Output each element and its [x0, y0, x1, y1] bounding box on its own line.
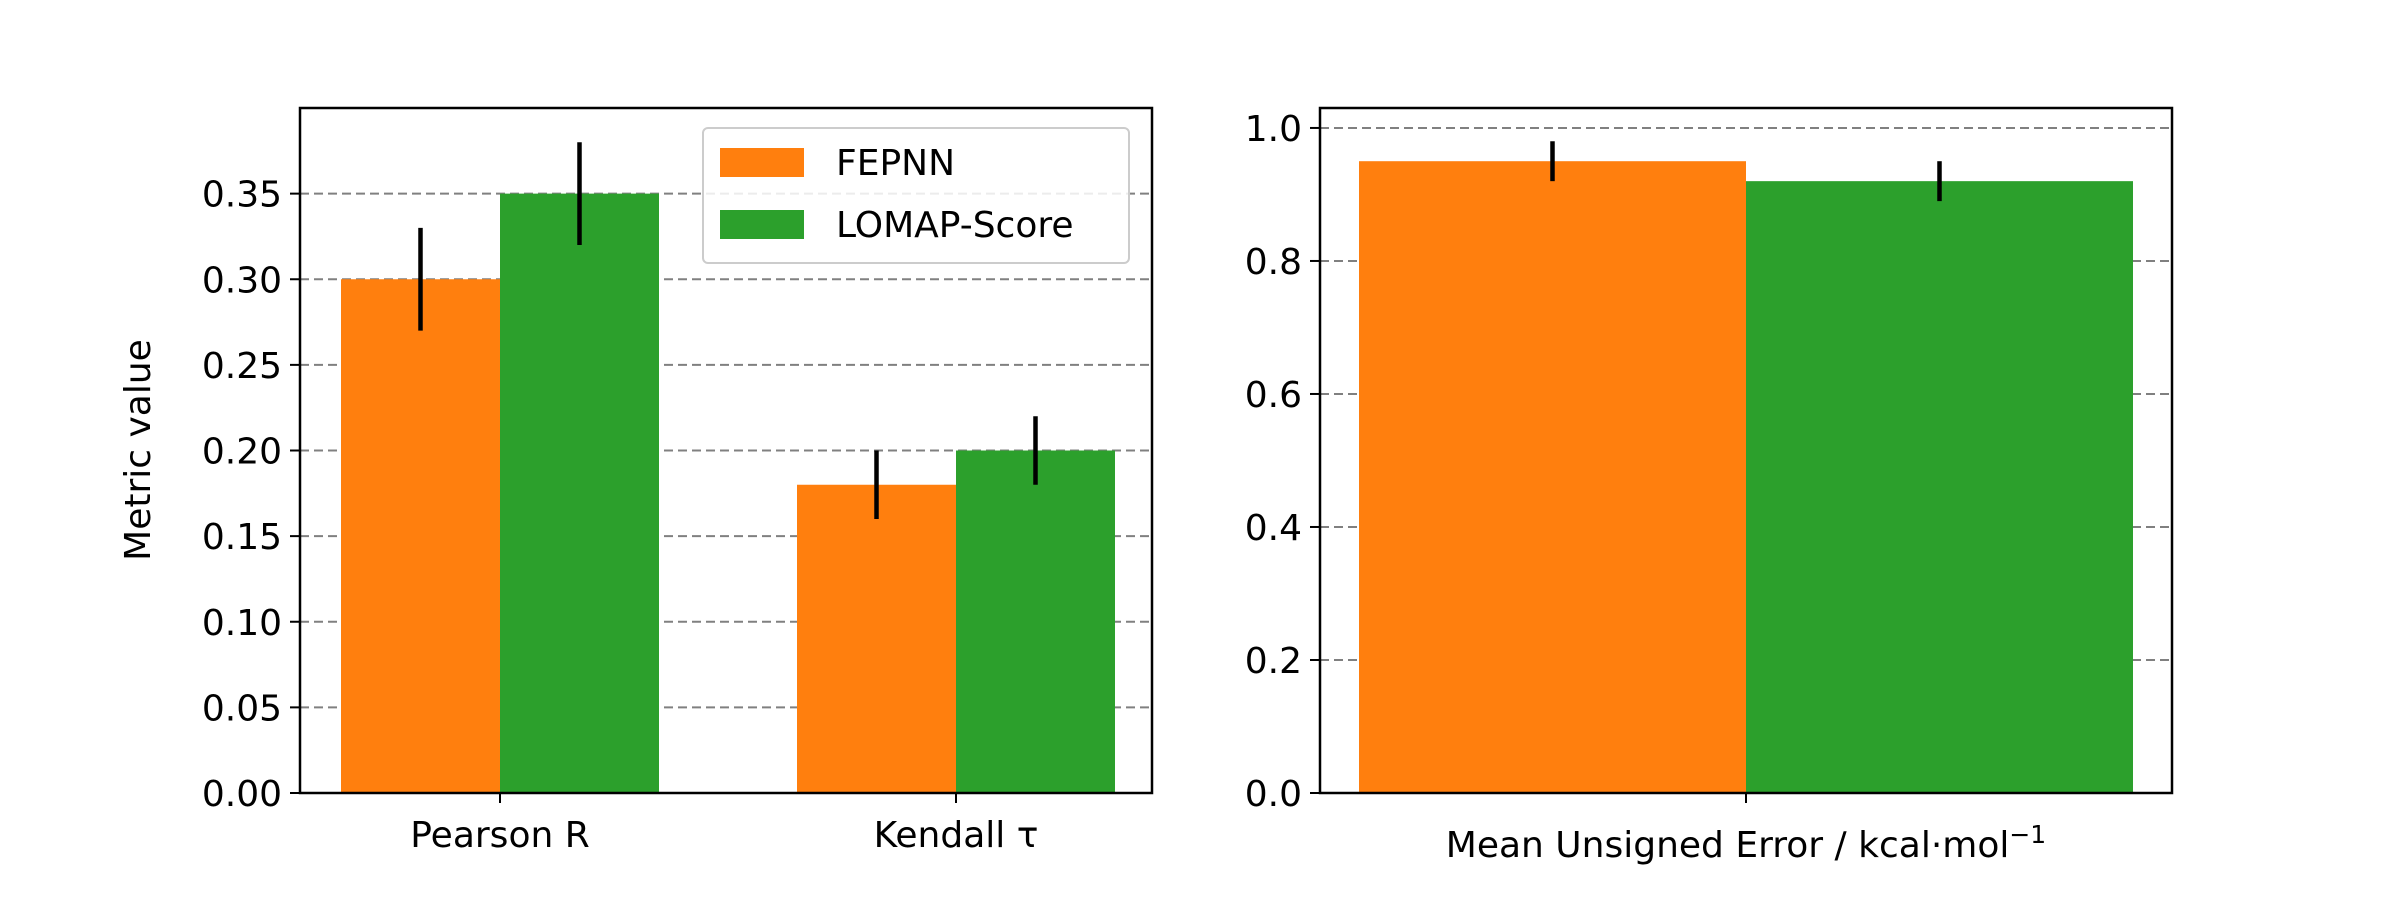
legend-label-fepnn: FEPNN	[836, 143, 955, 184]
legend-label-lomap-score: LOMAP-Score	[836, 205, 1074, 246]
right-chart-panel: 0.0 0.2 0.4 0.6 0.8 1.0 Mean Unsigned Error /…	[1245, 106, 2174, 866]
y-tick-label: 0.30	[202, 260, 282, 301]
y-tick-label: 0.2	[1245, 641, 1302, 682]
x-tick-label-pearson-r: Pearson R	[410, 815, 590, 856]
left-chart-panel: 0.00 0.05 0.10 0.15 0.20 0.25 0.30 0.35 Pearson…	[118, 106, 1154, 856]
bar-fepnn-pearson-r	[341, 279, 500, 793]
y-tick-label: 0.8	[1245, 242, 1302, 283]
x-tick-label-kendall: Kendall τ	[874, 815, 1039, 856]
y-tick-label: 0.0	[1245, 774, 1302, 815]
bar-fepnn-value	[1359, 161, 1746, 794]
y-tick-label: 1.0	[1245, 109, 1302, 150]
bar-lomap-score-pearson-r	[500, 193, 659, 793]
legend-swatch-fepnn	[720, 148, 804, 177]
y-tick-label: 0.15	[202, 517, 282, 558]
y-tick-label: 0.20	[202, 432, 282, 473]
legend: FEPNN LOMAP-Score	[702, 127, 1130, 264]
y-tick-label: 0.6	[1245, 375, 1302, 416]
left-y-axis-label: Metric value	[118, 339, 159, 561]
right-x-axis-label: Mean Unsigned Error / kcal·mol−1	[1446, 820, 2046, 866]
y-tick-label: 0.00	[202, 774, 282, 815]
legend-swatch-lomap-score	[720, 210, 804, 239]
y-tick-label: 0.25	[202, 346, 282, 387]
y-tick-label: 0.4	[1245, 508, 1302, 549]
y-tick-label: 0.10	[202, 603, 282, 644]
bar-lomap-score-kendall	[956, 450, 1115, 793]
y-tick-label: 0.05	[202, 688, 282, 729]
right-x-axis-label-exponent: −1	[2009, 820, 2046, 849]
bar-fepnn-kendall	[797, 484, 956, 793]
legend-box	[702, 127, 1130, 264]
y-tick-label: 0.35	[202, 175, 282, 216]
bar-lomap-score-value	[1746, 181, 2133, 793]
